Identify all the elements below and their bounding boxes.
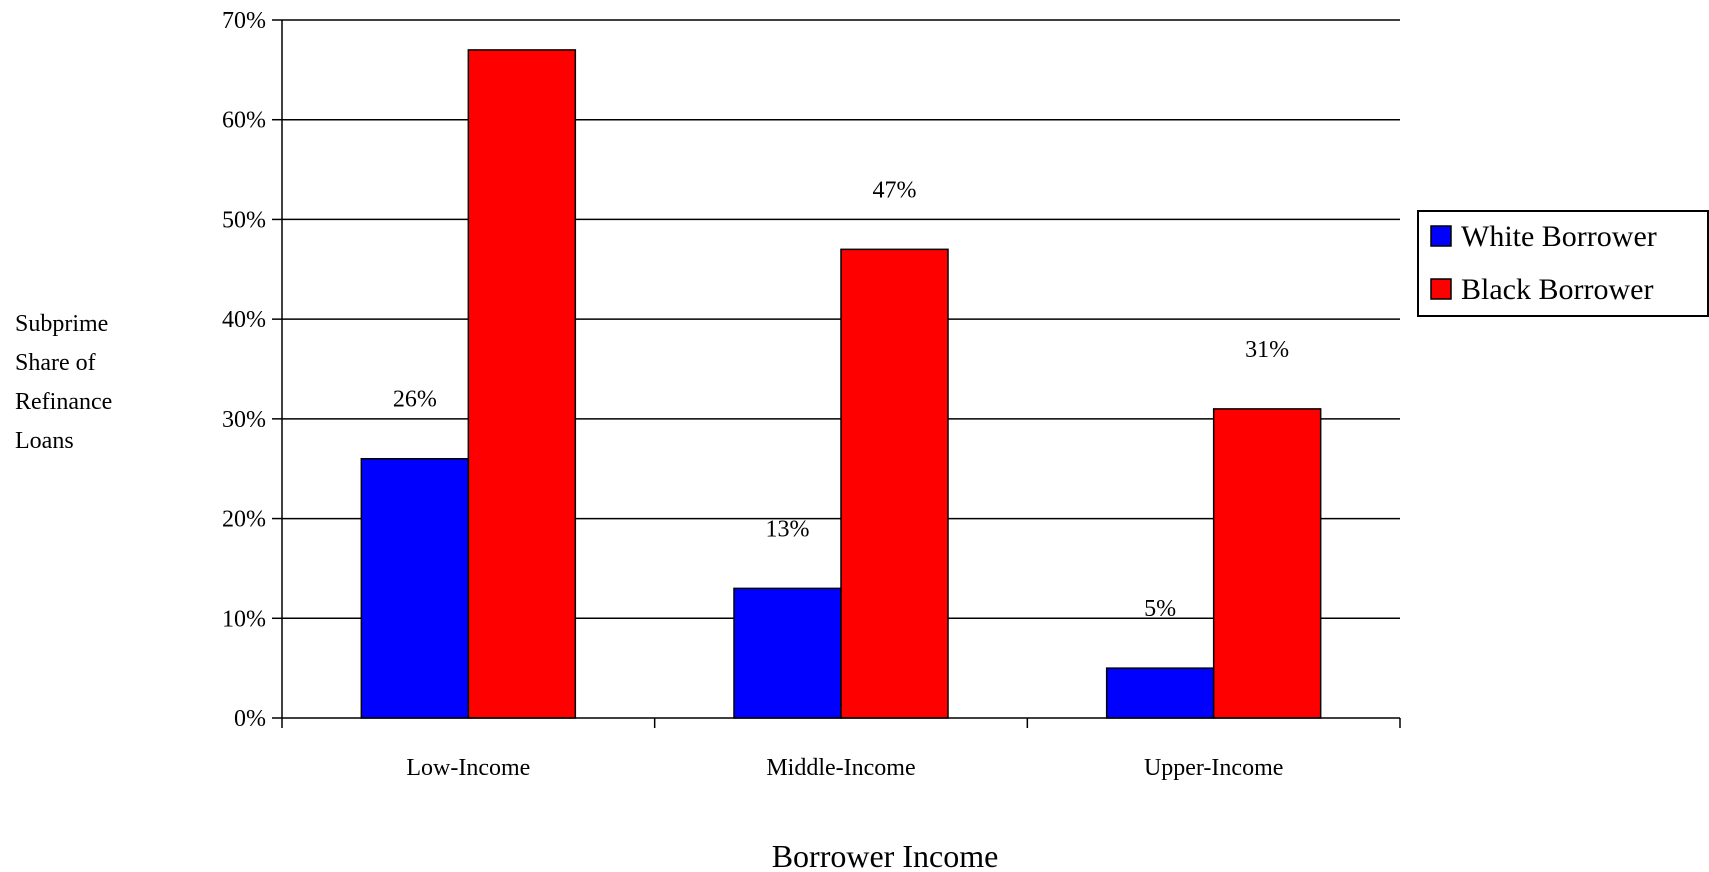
y-tick-label: 30% [222,407,266,433]
x-category-label: Upper-Income [1144,755,1283,781]
data-label: 26% [393,387,437,413]
legend-swatch-white [1430,225,1452,247]
y-axis-title: Subprime Share of Refinance Loans [15,311,112,454]
x-category-labels: Low-Income Middle-Income Upper-Income [406,755,1283,781]
legend-swatch-black [1430,278,1452,300]
data-label: 5% [1144,596,1176,622]
x-category-label: Low-Income [406,755,530,781]
y-tick-labels: 0% 10% 20% 30% 40% 50% 60% 70% [222,8,266,732]
bar-white-0 [360,457,470,719]
data-label: 13% [766,516,810,542]
bar-black-2 [1212,408,1322,719]
legend: White Borrower Black Borrower [1417,210,1709,317]
bar-white-1 [733,587,842,719]
data-label: 31% [1245,337,1289,363]
bar-black-1 [840,248,949,719]
y-tick-label: 70% [222,8,266,34]
y-tick-label: 20% [222,507,266,533]
axes [272,19,1401,728]
y-axis-title-line-1: Subprime [15,311,108,337]
data-label: 67% [500,0,544,4]
y-tick-label: 0% [234,706,266,732]
data-labels: 26% 67% 13% 47% 5% 31% [393,0,1289,622]
y-axis-title-line-3: Refinance [15,389,112,415]
data-label: 47% [873,177,917,203]
legend-label-black: Black Borrower [1461,273,1653,306]
bars [360,49,1322,719]
y-tick-label: 40% [222,307,266,333]
bar-black-0 [467,49,577,719]
x-category-label: Middle-Income [766,755,915,781]
y-axis-title-line-4: Loans [15,428,74,454]
y-tick-label: 10% [222,606,266,632]
y-axis-title-line-2: Share of [15,350,96,376]
y-tick-label: 50% [222,207,266,233]
x-axis-title: Borrower Income [772,838,999,872]
legend-label-white: White Borrower [1461,220,1657,253]
bar-white-2 [1105,667,1215,719]
y-tick-label: 60% [222,108,266,134]
legend-box [1417,210,1709,317]
